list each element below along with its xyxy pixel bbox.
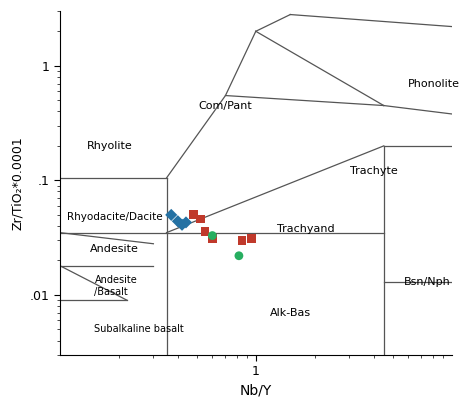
Text: Com/Pant: Com/Pant — [199, 101, 252, 110]
Point — [174, 218, 182, 225]
Point — [167, 211, 175, 218]
Text: Subalkaline basalt: Subalkaline basalt — [94, 324, 184, 335]
Point — [182, 219, 190, 226]
Text: Rhyolite: Rhyolite — [87, 141, 133, 151]
Point — [190, 211, 197, 218]
X-axis label: Nb/Y: Nb/Y — [240, 384, 272, 398]
Point — [196, 216, 204, 222]
Y-axis label: Zr/TiO₂*0.0001: Zr/TiO₂*0.0001 — [11, 136, 24, 230]
Text: Phonolite: Phonolite — [408, 79, 460, 88]
Point — [235, 252, 243, 259]
Text: Andesite: Andesite — [90, 245, 139, 254]
Text: Alk-Bas: Alk-Bas — [270, 308, 311, 318]
Text: Rhyodacite/Dacite: Rhyodacite/Dacite — [67, 212, 163, 222]
Point — [201, 228, 209, 234]
Text: Trachyte: Trachyte — [350, 166, 398, 176]
Point — [209, 236, 216, 242]
Point — [209, 232, 216, 239]
Text: Trachyand: Trachyand — [277, 224, 335, 234]
Point — [178, 222, 186, 228]
Point — [238, 237, 246, 244]
Point — [247, 236, 255, 242]
Text: Andesite
/Basalt: Andesite /Basalt — [94, 275, 137, 297]
Text: Bsn/Nph: Bsn/Nph — [404, 277, 451, 287]
